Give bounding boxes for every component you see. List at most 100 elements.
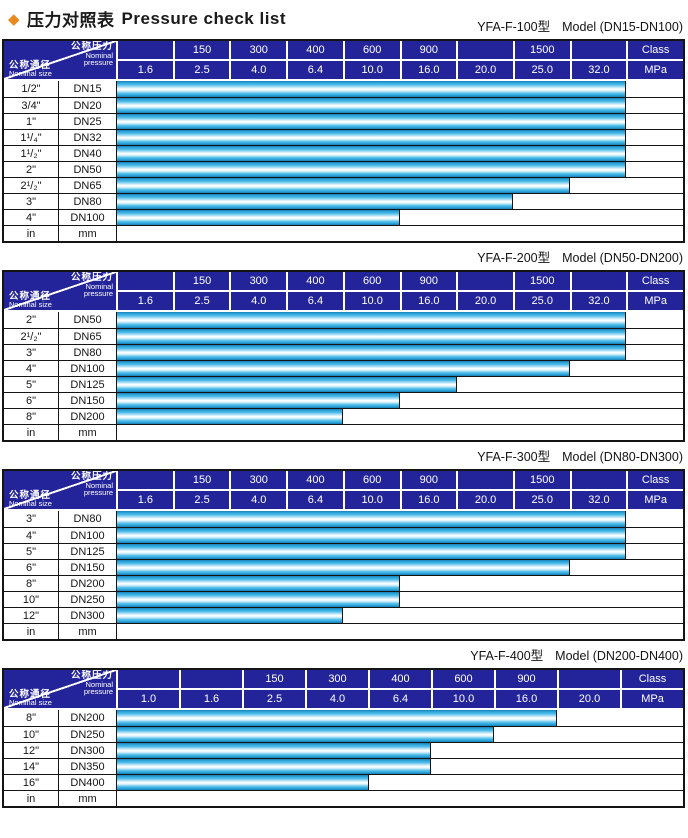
inch-size-cell: 4" bbox=[4, 528, 59, 543]
table-row: in mm bbox=[4, 623, 683, 639]
corner-pressure-zh: 公称压力 bbox=[70, 670, 113, 681]
pressure-bar-zone bbox=[117, 576, 683, 591]
class-header-cell: 600 bbox=[344, 471, 400, 489]
corner-pressure-en: Nominal bbox=[85, 480, 113, 490]
inch-size-cell: 4" bbox=[4, 210, 59, 225]
dn-size-cell: DN32 bbox=[59, 130, 117, 145]
table-row: 12" DN300 bbox=[4, 607, 683, 623]
table-row: 4" DN100 bbox=[4, 360, 683, 376]
mpa-header-cell: 16.0 bbox=[496, 690, 557, 708]
dn-size-cell: DN100 bbox=[59, 210, 117, 225]
class-header-cell: 1500 bbox=[514, 471, 570, 489]
class-header-cell: 1500 bbox=[514, 272, 570, 290]
dn-size-cell: DN350 bbox=[59, 759, 117, 774]
mpa-header-cell: 6.4 bbox=[370, 690, 431, 708]
mpa-header-cell: 6.4 bbox=[288, 491, 343, 509]
dn-size-cell: DN200 bbox=[59, 576, 117, 591]
corner-pressure-label: 公称压力 Nominal pressure bbox=[71, 472, 113, 497]
corner-pressure-en: pressure bbox=[83, 488, 113, 498]
pressure-bar-zone bbox=[117, 226, 683, 241]
pressure-table: 公称压力 Nominal pressure 公称通径 Nominal size 150 30… bbox=[2, 668, 685, 808]
pressure-bar-zone bbox=[117, 81, 683, 97]
class-header-cell bbox=[458, 272, 513, 290]
table-row: 5" DN125 bbox=[4, 543, 683, 559]
corner-size-en: Nominal size bbox=[9, 698, 52, 708]
model-range: Model (DN200-DN400) bbox=[555, 649, 683, 663]
model-title: YFA-F-400型 Model (DN200-DN400) bbox=[2, 649, 683, 664]
mpa-header-cell: 2.5 bbox=[244, 690, 305, 708]
inch-size-cell: 5" bbox=[4, 544, 59, 559]
dn-size-cell: DN50 bbox=[59, 312, 117, 328]
mpa-header-cell: MPa bbox=[628, 292, 683, 310]
class-header-cell bbox=[118, 471, 173, 489]
class-header-cell: Class bbox=[628, 41, 683, 59]
class-header-cell bbox=[118, 670, 179, 688]
class-header-cell: 400 bbox=[288, 272, 343, 290]
table-body: 3" DN80 4" DN100 5" DN125 6" DN150 8" DN200 10" DN2… bbox=[4, 511, 683, 639]
mpa-header-cell: 10.0 bbox=[344, 61, 400, 79]
pressure-range-bar bbox=[117, 312, 627, 328]
class-header-cell bbox=[571, 272, 627, 290]
corner-size-en: Nominal size bbox=[9, 69, 52, 79]
pressure-bar-zone bbox=[117, 425, 683, 440]
mpa-header-cell: 1.6 bbox=[118, 61, 173, 79]
pressure-bar-zone bbox=[117, 791, 683, 806]
table-header: 公称压力 Nominal pressure 公称通径 Nominal size 150 30… bbox=[4, 471, 683, 511]
dn-size-cell: DN125 bbox=[59, 544, 117, 559]
pressure-bar-zone bbox=[117, 560, 683, 575]
table-row: 3" DN80 bbox=[4, 193, 683, 209]
class-header-cell: Class bbox=[622, 670, 683, 688]
pressure-range-bar bbox=[117, 544, 627, 559]
dn-size-cell: DN80 bbox=[59, 345, 117, 360]
table-header: 公称压力 Nominal pressure 公称通径 Nominal size 150 30… bbox=[4, 41, 683, 81]
class-header-cell: 150 bbox=[244, 670, 305, 688]
mpa-header-cell: 25.0 bbox=[514, 292, 570, 310]
table-row: 10" DN250 bbox=[4, 591, 683, 607]
mpa-header-cell: 32.0 bbox=[571, 61, 627, 79]
class-header-cell bbox=[118, 272, 173, 290]
corner-size-zh: 公称通径 bbox=[9, 59, 52, 71]
class-header-cell: 900 bbox=[496, 670, 557, 688]
mpa-header-cell: 10.0 bbox=[344, 491, 400, 509]
inch-size-cell: 3/4" bbox=[4, 98, 59, 113]
class-header-cell: Class bbox=[628, 471, 683, 489]
pressure-range-bar bbox=[117, 727, 495, 742]
corner-size-label: 公称通径 Nominal size bbox=[9, 490, 52, 508]
model-title: YFA-F-300型 Model (DN80-DN300) bbox=[2, 450, 683, 465]
table-body: 8" DN200 10" DN250 12" DN300 14" DN350 16" DN400 i… bbox=[4, 710, 683, 806]
pressure-range-bar bbox=[117, 377, 457, 392]
inch-size-cell: 16" bbox=[4, 775, 59, 790]
mpa-header-cell: 4.0 bbox=[231, 61, 287, 79]
pressure-range-bar bbox=[117, 560, 570, 575]
pressure-bar-zone bbox=[117, 345, 683, 360]
corner-pressure-zh: 公称压力 bbox=[70, 471, 113, 482]
mpa-header-cell: 16.0 bbox=[401, 61, 457, 79]
mpa-header-cell: 1.6 bbox=[181, 690, 242, 708]
page-title-zh: 压力对照表 bbox=[27, 11, 115, 30]
pressure-range-bar bbox=[117, 393, 400, 408]
page-title: ◆ 压力对照表 Pressure check list bbox=[8, 6, 286, 31]
pressure-range-bar bbox=[117, 528, 627, 543]
inch-size-cell: 3" bbox=[4, 194, 59, 209]
table-row: 1" DN25 bbox=[4, 113, 683, 129]
table-header: 公称压力 Nominal pressure 公称通径 Nominal size 150 30… bbox=[4, 670, 683, 710]
class-header-cell: 900 bbox=[401, 41, 457, 59]
mpa-header-cell: MPa bbox=[628, 61, 683, 79]
pressure-range-bar bbox=[117, 146, 627, 161]
mpa-header-cell: 2.5 bbox=[174, 491, 230, 509]
mpa-header-cell: MPa bbox=[628, 491, 683, 509]
model-range: Model (DN80-DN300) bbox=[562, 450, 683, 464]
dn-size-cell: DN65 bbox=[59, 178, 117, 193]
mpa-header-cell: 32.0 bbox=[571, 292, 627, 310]
table-row: 6" DN150 bbox=[4, 392, 683, 408]
class-header-cell bbox=[571, 471, 627, 489]
pressure-bar-zone bbox=[117, 759, 683, 774]
corner-size-zh: 公称通径 bbox=[9, 290, 52, 302]
inch-size-cell: 4" bbox=[4, 361, 59, 376]
inch-size-cell: in bbox=[4, 425, 59, 440]
table-row: 2" DN50 bbox=[4, 312, 683, 328]
model-range: Model (DN50-DN200) bbox=[562, 251, 683, 265]
inch-size-cell: 2" bbox=[4, 162, 59, 177]
pressure-bar-zone bbox=[117, 409, 683, 424]
dn-size-cell: mm bbox=[59, 425, 117, 440]
